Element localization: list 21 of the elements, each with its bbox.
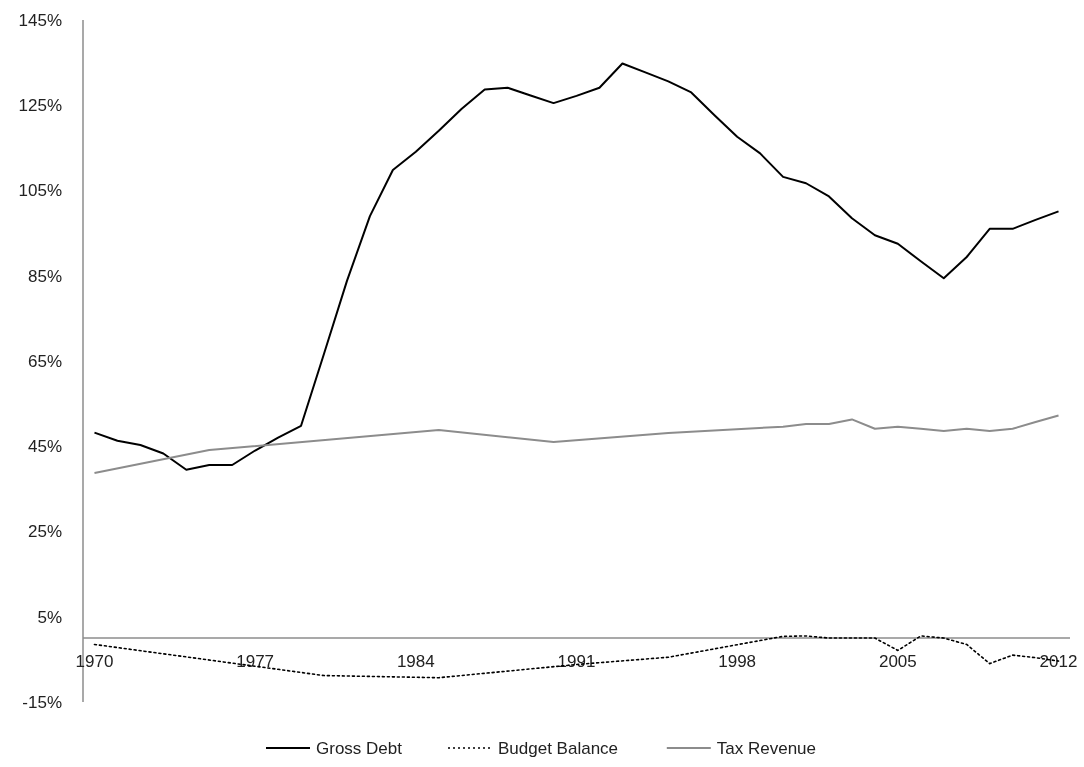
x-tick-label: 1998 xyxy=(718,652,757,672)
y-tick-label: 105% xyxy=(18,181,62,201)
x-tick-label: 1984 xyxy=(396,652,435,672)
legend-label: Tax Revenue xyxy=(716,738,817,758)
line-series xyxy=(93,414,1060,475)
x-tick-label: 1977 xyxy=(236,652,275,672)
x-tick-label: 1991 xyxy=(557,652,596,672)
legend-label: Gross Debt xyxy=(316,738,403,758)
y-tick-label: 45% xyxy=(27,437,62,457)
y-tick-label: 85% xyxy=(27,266,62,286)
y-tick-label: -15% xyxy=(22,692,62,712)
line-series xyxy=(93,62,1060,471)
y-tick-label: 145% xyxy=(18,10,62,30)
y-tick-label: 25% xyxy=(27,522,62,542)
x-tick-label: 1970 xyxy=(75,652,114,672)
y-tick-label: 5% xyxy=(37,607,62,627)
y-tick-label: 65% xyxy=(27,351,62,371)
x-tick-label: 2005 xyxy=(878,652,917,672)
legend-label: Budget Balance xyxy=(498,738,619,758)
x-tick-label: 2012 xyxy=(1039,652,1078,672)
y-tick-label: 125% xyxy=(18,96,62,116)
